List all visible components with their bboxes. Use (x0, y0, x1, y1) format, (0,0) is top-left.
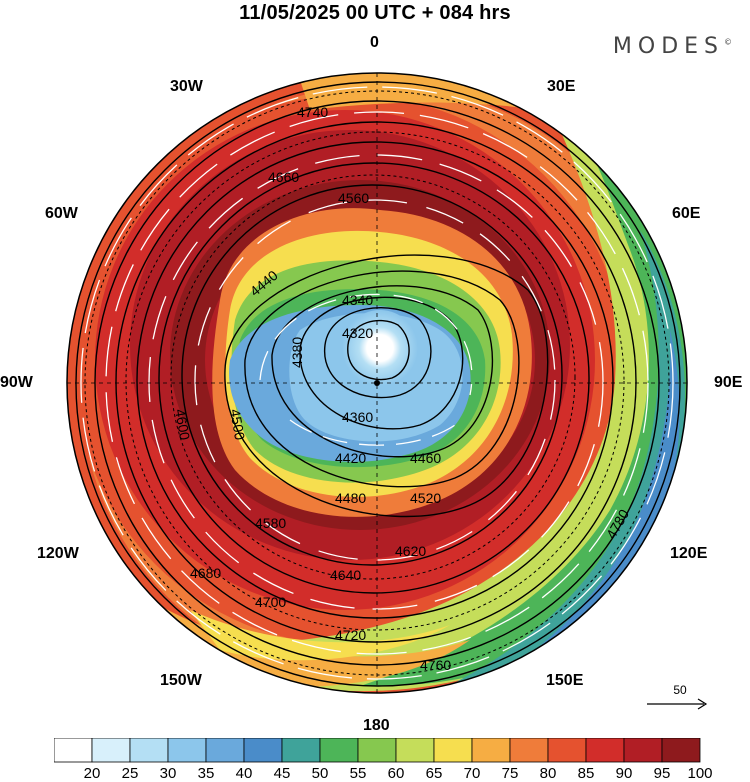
contour-label: 4700 (255, 594, 286, 610)
brand-name: MODES (612, 34, 724, 59)
brand-logo: MODES© (613, 34, 732, 59)
colorbar-tick-label: 90 (615, 765, 633, 782)
contour-label: 4500 (227, 408, 248, 442)
colorbar-swatch (547, 738, 587, 763)
colorbar-swatch (319, 738, 359, 763)
lon-label-150w: 150W (160, 672, 202, 689)
contour-label: 4740 (297, 104, 328, 120)
wind-streamlines (80, 86, 674, 680)
brand-mark: © (724, 37, 732, 47)
contour-label: 4620 (395, 543, 426, 559)
contour-label: 4680 (190, 565, 221, 581)
colorbar-swatch (585, 738, 625, 763)
lon-label-150e: 150E (546, 672, 584, 689)
contour-label: 4640 (330, 567, 361, 583)
contour-label: 4520 (410, 490, 441, 506)
colorbar-tick-label: 100 (687, 765, 713, 782)
contour-label: 4560 (338, 190, 369, 206)
contour-label: 4480 (335, 490, 366, 506)
map-title: 11/05/2025 00 UTC + 084 hrs (239, 2, 511, 24)
contour-label: 4580 (255, 515, 286, 531)
lon-label-180: 180 (363, 717, 390, 734)
colorbar-swatch (54, 738, 93, 763)
colorbar-swatch (471, 738, 511, 763)
colorbar (54, 738, 701, 763)
colorbar-swatch (623, 738, 663, 763)
colorbar-swatch (661, 738, 701, 763)
colorbar-tick-label: 35 (197, 765, 215, 782)
colorbar-tick-label: 40 (235, 765, 253, 782)
colorbar-tick-label: 20 (83, 765, 101, 782)
contour-label: 4380 (289, 337, 305, 368)
lon-label-60w: 60W (45, 205, 78, 222)
lon-label-120w: 120W (37, 545, 79, 562)
colorbar-tick-label: 45 (273, 765, 291, 782)
lon-label-120e: 120E (670, 545, 708, 562)
colorbar-swatch (357, 738, 397, 763)
colorbar-swatch (281, 738, 321, 763)
contour-label: 4460 (410, 450, 441, 466)
colorbar-tick-label: 95 (653, 765, 671, 782)
contour-label: 4600 (172, 408, 193, 442)
contour-label: 4420 (335, 450, 366, 466)
colorbar-swatch (395, 738, 435, 763)
lon-label-90e: 90E (714, 374, 743, 391)
north-pole-marker (374, 380, 380, 386)
colorbar-swatch (205, 738, 245, 763)
colorbar-tick-label: 25 (121, 765, 139, 782)
contour-label: 4720 (335, 627, 366, 643)
colorbar-tick-label: 60 (387, 765, 405, 782)
colorbar-swatch (167, 738, 207, 763)
lon-label-60e: 60E (672, 205, 701, 222)
lon-label-30w: 30W (170, 78, 203, 95)
colorbar-swatch (433, 738, 473, 763)
contour-label: 4760 (420, 657, 451, 673)
colorbar-tick-label: 30 (159, 765, 177, 782)
colorbar-tick-label: 55 (349, 765, 367, 782)
colorbar-tick-label: 50 (311, 765, 329, 782)
reference-vector-label: 50 (673, 683, 687, 697)
colorbar-swatch (509, 738, 549, 763)
colorbar-tick-label: 75 (501, 765, 519, 782)
colorbar-swatch (91, 738, 131, 763)
colorbar-tick-label: 65 (425, 765, 443, 782)
contour-label: 4360 (342, 409, 373, 425)
colorbar-tick-label: 70 (463, 765, 481, 782)
colorbar-tick-label: 80 (539, 765, 557, 782)
colorbar-swatch (243, 738, 283, 763)
lon-label-90w: 90W (0, 374, 33, 391)
map-border (66, 72, 688, 694)
contour-label: 4660 (268, 169, 299, 185)
lon-label-0: 0 (370, 34, 379, 51)
colorbar-tick-label: 85 (577, 765, 595, 782)
lon-label-30e: 30E (547, 78, 576, 95)
contour-label: 4340 (342, 292, 373, 308)
colorbar-swatch (129, 738, 169, 763)
reference-vector-arrow (647, 698, 708, 710)
contour-label: 4320 (342, 325, 373, 341)
